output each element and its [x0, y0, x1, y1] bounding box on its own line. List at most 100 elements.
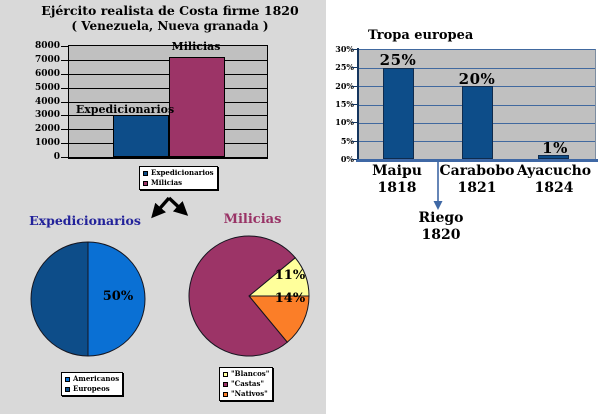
y-axis-tick-label: 6000	[34, 68, 60, 79]
y-axis-tick	[352, 104, 357, 105]
bar-carabobo	[462, 86, 493, 159]
pie2-milicias	[188, 235, 310, 357]
y-axis-tick-label: 8000	[34, 41, 60, 51]
chart1-subtitle: ( Venezuela, Nueva granada )	[71, 19, 269, 33]
y-axis-tick-label: 15%	[335, 99, 354, 109]
bar-expedicionarios	[113, 115, 169, 157]
bar-milicias	[169, 57, 225, 157]
riego-annotation-line1: Riego	[418, 210, 464, 226]
y-axis-tick-label: 1000	[34, 138, 60, 149]
bar-maipu	[383, 68, 414, 159]
y-axis-tick-label: 2000	[34, 124, 60, 135]
chart1-legend: Expedicionarios Milicias	[139, 166, 218, 190]
pie1-slice-label: 50%	[102, 289, 134, 304]
riego-annotation-line2: 1820	[421, 227, 461, 243]
y-axis-tick-label: 0	[53, 152, 60, 162]
chart3-plot-area	[359, 49, 596, 159]
category-year: 1818	[377, 180, 417, 196]
legend-label: Europeos	[73, 384, 110, 393]
chart1-title: Ejército realista de Costa firme 1820	[41, 3, 299, 18]
bar-ayacucho	[538, 155, 569, 159]
pie-slice-castas	[188, 235, 296, 357]
y-axis-tick	[61, 157, 68, 158]
y-axis-tick	[61, 87, 68, 89]
y-axis-tick-label: 5%	[340, 135, 354, 146]
riego-annotation-arrow-icon	[433, 161, 443, 210]
pie-slice-europeos	[30, 241, 89, 357]
category-name: Maipu	[372, 163, 422, 179]
chart1-bar-label-expedicionarios: Expedicionarios	[75, 103, 175, 116]
pie2-title: Milicias	[223, 212, 282, 227]
pie-slice-americanos	[87, 241, 146, 357]
y-axis-tick	[352, 122, 357, 124]
category-year: 1824	[534, 180, 574, 196]
pie2-slice-label-blancos: 11%	[274, 268, 306, 283]
y-axis-tick	[352, 159, 357, 160]
gridline	[69, 59, 267, 61]
legend-swatch	[223, 391, 228, 397]
legend-item: "Blancos"	[223, 370, 269, 378]
legend-item: Milicias	[143, 179, 214, 187]
pie2-slice-label-nativos: 14%	[274, 291, 306, 306]
chart1-bar-label-milicias: Milicias	[171, 40, 221, 53]
y-axis-tick	[61, 46, 68, 47]
legend-swatch	[65, 376, 70, 382]
y-axis-tick	[61, 143, 68, 145]
y-axis-tick	[352, 140, 357, 142]
arrow-left-branch	[151, 196, 171, 219]
arrow-head	[433, 201, 443, 210]
y-axis-tick-label: 5000	[34, 82, 60, 93]
legend-item: "Castas"	[223, 380, 269, 388]
y-axis-tick	[352, 49, 357, 50]
legend-label: Americanos	[73, 374, 120, 383]
legend-swatch	[223, 371, 228, 377]
pie1-title: Expedicionarios	[29, 213, 141, 228]
y-axis-tick-label: 10%	[335, 117, 354, 128]
y-axis-tick-label: 20%	[335, 80, 354, 91]
y-axis-tick	[61, 101, 68, 103]
category-year: 1821	[457, 180, 497, 196]
chart3-x-axis	[356, 159, 598, 162]
legend-label: "Castas"	[231, 379, 265, 388]
chart1-plot-area	[68, 45, 268, 159]
legend-label: Milicias	[151, 178, 183, 187]
legend-swatch	[65, 386, 70, 392]
split-arrow-icon	[151, 196, 189, 219]
legend-swatch	[223, 381, 228, 387]
legend-swatch	[143, 170, 148, 176]
y-axis-tick-label: 0%	[340, 154, 354, 164]
y-axis-tick-label: 30%	[335, 44, 354, 54]
y-axis-tick	[61, 73, 68, 75]
legend-item: Expedicionarios	[143, 169, 214, 177]
chart3-title: Tropa europea	[368, 28, 474, 43]
x-axis-category: Carabobo 1821	[429, 163, 525, 197]
bar-value-label: 20%	[458, 70, 496, 88]
legend-label: "Nativos"	[231, 389, 268, 398]
legend-item: Europeos	[65, 385, 119, 393]
gridline	[69, 87, 267, 89]
legend-item: Americanos	[65, 375, 119, 383]
y-axis-tick	[61, 115, 68, 117]
chart3-y-axis	[357, 48, 359, 160]
arrow-right-branch	[167, 196, 189, 216]
y-axis-tick-label: 3000	[34, 110, 60, 121]
pie1-expedicionarios	[30, 241, 146, 357]
legend-label: "Blancos"	[231, 369, 270, 378]
category-name: Carabobo	[439, 163, 515, 179]
x-axis-category: Maipu 1818	[349, 163, 445, 197]
y-axis-tick	[352, 85, 357, 87]
gridline	[69, 73, 267, 75]
gridline	[359, 68, 595, 70]
legend-item: "Nativos"	[223, 390, 269, 398]
pie1-legend: Americanos Europeos	[61, 372, 124, 396]
y-axis-tick-label: 25%	[335, 62, 354, 73]
y-axis-tick	[352, 67, 357, 69]
x-axis-category: Ayacucho 1824	[506, 163, 600, 197]
gridline	[69, 101, 267, 103]
legend-label: Expedicionarios	[151, 168, 214, 177]
bar-value-label: 25%	[379, 51, 417, 69]
legend-swatch	[143, 180, 148, 186]
y-axis-tick	[61, 59, 68, 61]
pie2-legend: "Blancos" "Castas" "Nativos"	[219, 367, 274, 401]
